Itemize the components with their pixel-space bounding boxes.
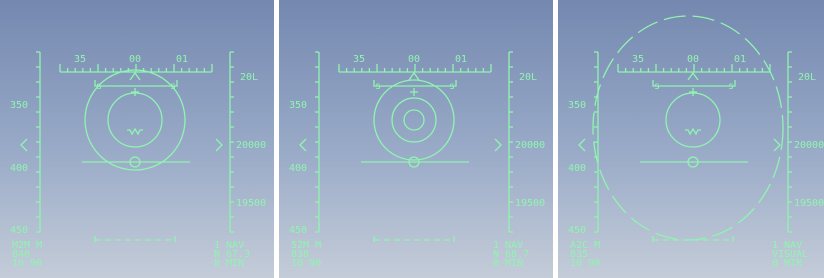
altitude-label: 19500 bbox=[236, 198, 266, 209]
altitude-label: 20000 bbox=[515, 140, 545, 151]
status-left: 10 90 bbox=[291, 258, 321, 269]
heading-label: 35 bbox=[353, 54, 365, 65]
status-right: 8 MIN bbox=[214, 258, 244, 269]
sky-background bbox=[0, 0, 274, 278]
status-right: 8 MIN bbox=[493, 258, 523, 269]
heading-label: 01 bbox=[734, 54, 746, 65]
speed-label: 450 bbox=[568, 225, 586, 236]
heading-label: 00 bbox=[687, 54, 699, 65]
heading-label: 35 bbox=[74, 54, 86, 65]
bracket-mark: s bbox=[375, 81, 381, 92]
altitude-label: 19500 bbox=[794, 198, 824, 209]
speed-label: 400 bbox=[289, 163, 307, 174]
sky-background bbox=[279, 0, 553, 278]
speed-label: 350 bbox=[568, 100, 586, 111]
heading-label: 00 bbox=[408, 54, 420, 65]
speed-label: 350 bbox=[10, 100, 28, 111]
heading-label: 00 bbox=[129, 54, 141, 65]
bracket-mark: s bbox=[728, 81, 734, 92]
heading-label: 35 bbox=[632, 54, 644, 65]
altitude-label: 20L bbox=[240, 72, 258, 83]
speed-label: 400 bbox=[568, 163, 586, 174]
status-right: 8 MIN bbox=[772, 258, 802, 269]
hud-screens: 350001ss35040045020L2000019500M2M M84010… bbox=[0, 0, 824, 278]
altitude-label: 20L bbox=[798, 72, 816, 83]
altitude-label: 20L bbox=[519, 72, 537, 83]
heading-label: 01 bbox=[176, 54, 188, 65]
status-left: 10 90 bbox=[12, 258, 42, 269]
status-left: 10 90 bbox=[570, 258, 600, 269]
altitude-label: 19500 bbox=[515, 198, 545, 209]
heading-label: 01 bbox=[455, 54, 467, 65]
altitude-label: 20000 bbox=[236, 140, 266, 151]
speed-label: 450 bbox=[10, 225, 28, 236]
speed-label: 450 bbox=[289, 225, 307, 236]
speed-label: 400 bbox=[10, 163, 28, 174]
altitude-label: 20000 bbox=[794, 140, 824, 151]
bracket-mark: s bbox=[449, 81, 455, 92]
bracket-mark: s bbox=[654, 81, 660, 92]
speed-label: 350 bbox=[289, 100, 307, 111]
